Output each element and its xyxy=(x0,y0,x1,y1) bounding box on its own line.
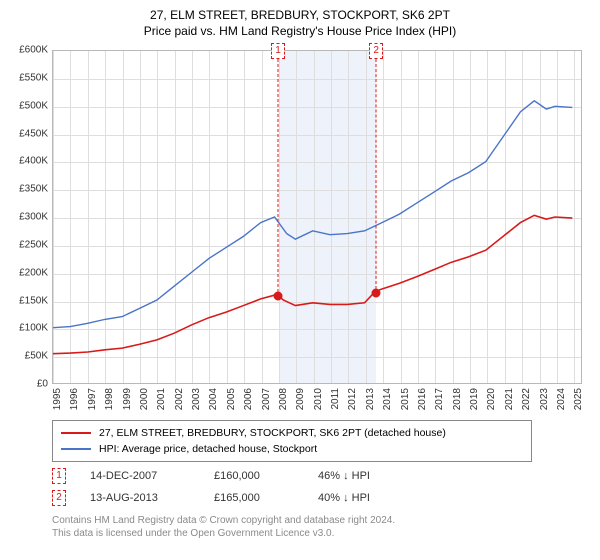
legend-label-red: 27, ELM STREET, BREDBURY, STOCKPORT, SK6… xyxy=(99,427,446,439)
y-tick-label: £450K xyxy=(10,128,48,139)
series-hpi xyxy=(53,101,572,328)
y-tick-label: £50K xyxy=(10,351,48,362)
sale-row: 2 13-AUG-2013 £165,000 40% ↓ HPI xyxy=(52,490,590,506)
sale-price: £165,000 xyxy=(214,492,294,504)
y-tick-label: £0 xyxy=(10,379,48,390)
legend-row-red: 27, ELM STREET, BREDBURY, STOCKPORT, SK6… xyxy=(61,425,523,441)
footer: Contains HM Land Registry data © Crown c… xyxy=(52,514,590,540)
series-price_paid xyxy=(53,215,572,353)
x-tick-label: 2025 xyxy=(573,388,584,418)
x-tick-label: 2022 xyxy=(521,388,532,418)
x-tick-label: 2003 xyxy=(191,388,202,418)
x-tick-label: 2024 xyxy=(556,388,567,418)
x-tick-label: 2015 xyxy=(400,388,411,418)
sale-marker xyxy=(274,291,283,300)
swatch-blue xyxy=(61,448,91,450)
x-tick-label: 2010 xyxy=(313,388,324,418)
y-tick-label: £300K xyxy=(10,212,48,223)
chart: 12 £0£50K£100K£150K£200K£250K£300K£350K£… xyxy=(10,44,590,414)
legend: 27, ELM STREET, BREDBURY, STOCKPORT, SK6… xyxy=(52,420,532,462)
plot-area: 12 xyxy=(52,50,582,384)
y-tick-label: £250K xyxy=(10,239,48,250)
x-tick-label: 2012 xyxy=(347,388,358,418)
y-tick-label: £400K xyxy=(10,156,48,167)
x-tick-label: 2019 xyxy=(469,388,480,418)
x-tick-label: 2002 xyxy=(174,388,185,418)
sale-flag: 2 xyxy=(369,43,383,59)
x-tick-label: 2009 xyxy=(295,388,306,418)
x-tick-label: 1998 xyxy=(104,388,115,418)
sale-flag: 1 xyxy=(271,43,285,59)
title: 27, ELM STREET, BREDBURY, STOCKPORT, SK6… xyxy=(10,8,590,22)
sale-date: 13-AUG-2013 xyxy=(90,492,190,504)
sale-price: £160,000 xyxy=(214,470,294,482)
x-tick-label: 2020 xyxy=(486,388,497,418)
x-tick-label: 2018 xyxy=(452,388,463,418)
footer-line1: Contains HM Land Registry data © Crown c… xyxy=(52,514,590,527)
x-tick-label: 2017 xyxy=(434,388,445,418)
y-tick-label: £550K xyxy=(10,72,48,83)
x-tick-label: 1997 xyxy=(87,388,98,418)
y-tick-label: £350K xyxy=(10,184,48,195)
container: 27, ELM STREET, BREDBURY, STOCKPORT, SK6… xyxy=(0,0,600,560)
x-tick-label: 2005 xyxy=(226,388,237,418)
sale-delta: 40% ↓ HPI xyxy=(318,492,370,504)
footer-line2: This data is licensed under the Open Gov… xyxy=(52,527,590,540)
sale-delta: 46% ↓ HPI xyxy=(318,470,370,482)
x-tick-label: 2023 xyxy=(539,388,550,418)
x-tick-label: 1999 xyxy=(122,388,133,418)
x-tick-label: 2011 xyxy=(330,388,341,418)
y-tick-label: £100K xyxy=(10,323,48,334)
sales-list: 1 14-DEC-2007 £160,000 46% ↓ HPI 2 13-AUG-201… xyxy=(10,468,590,506)
x-tick-label: 2006 xyxy=(243,388,254,418)
sale-row: 1 14-DEC-2007 £160,000 46% ↓ HPI xyxy=(52,468,590,484)
x-tick-label: 2001 xyxy=(156,388,167,418)
y-tick-label: £500K xyxy=(10,100,48,111)
legend-label-blue: HPI: Average price, detached house, Stoc… xyxy=(99,443,317,455)
x-tick-label: 2008 xyxy=(278,388,289,418)
y-tick-label: £600K xyxy=(10,45,48,56)
sale-row-flag: 1 xyxy=(52,468,66,484)
x-tick-label: 2004 xyxy=(208,388,219,418)
legend-row-blue: HPI: Average price, detached house, Stoc… xyxy=(61,441,523,457)
y-tick-label: £150K xyxy=(10,295,48,306)
chart-lines xyxy=(53,51,581,383)
sale-date: 14-DEC-2007 xyxy=(90,470,190,482)
y-tick-label: £200K xyxy=(10,267,48,278)
sale-row-flag: 2 xyxy=(52,490,66,506)
sale-marker xyxy=(372,289,381,298)
swatch-red xyxy=(61,432,91,434)
x-tick-label: 2007 xyxy=(261,388,272,418)
x-tick-label: 1996 xyxy=(69,388,80,418)
subtitle: Price paid vs. HM Land Registry's House … xyxy=(10,24,590,38)
x-tick-label: 2013 xyxy=(365,388,376,418)
x-tick-label: 2014 xyxy=(382,388,393,418)
x-tick-label: 1995 xyxy=(52,388,63,418)
x-tick-label: 2021 xyxy=(504,388,515,418)
x-tick-label: 2000 xyxy=(139,388,150,418)
x-tick-label: 2016 xyxy=(417,388,428,418)
